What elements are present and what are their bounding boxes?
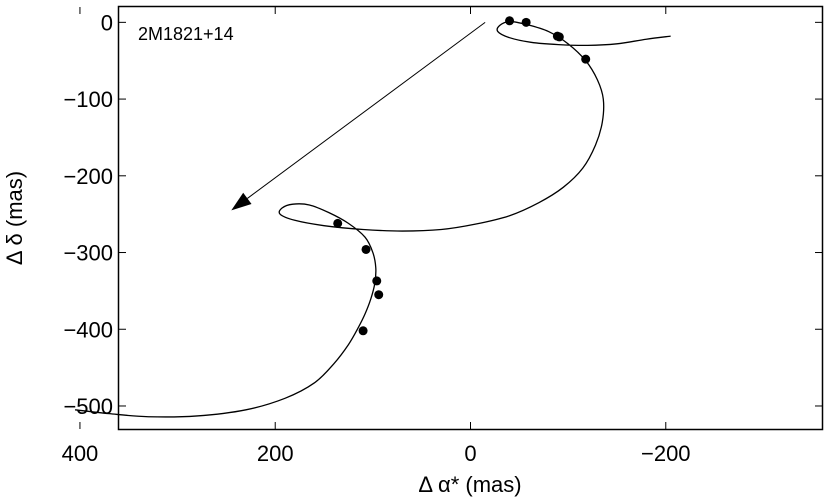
y-tick-label: −200 [63,164,113,189]
x-tick-label: 0 [464,441,476,466]
plot-frame [117,5,824,431]
x-tick-label: 200 [257,441,294,466]
trajectory-curve-layer [74,20,671,418]
data-point [374,290,384,300]
data-point-layer [333,16,591,336]
y-tick-label: −300 [63,241,113,266]
arrow-head [231,192,252,211]
y-tick-label: −100 [63,87,113,112]
x-axis-label: Δ α* (mas) [418,472,521,497]
x-tick-label: −200 [641,441,691,466]
data-point [505,16,515,26]
data-point [554,32,564,42]
data-point [361,244,371,254]
data-point [333,218,343,228]
y-tick-label: 0 [101,10,113,35]
object-annotation: 2M1821+14 [138,24,234,44]
tick-layer: 400 200 0 −200 0 −100 −200 −300 −400 −500 [62,7,822,466]
y-tick-label: −400 [63,317,113,342]
y-tick-label: −500 [63,394,113,419]
proper-motion-arrow-layer [231,21,486,211]
trajectory-curve [74,20,671,418]
y-axis-label: Δ δ (mas) [2,171,27,265]
data-point [358,326,368,336]
x-tick-label: 400 [62,441,99,466]
arrow-shaft [247,21,486,199]
data-point [372,276,382,286]
data-point [581,54,591,64]
data-point [521,17,531,27]
